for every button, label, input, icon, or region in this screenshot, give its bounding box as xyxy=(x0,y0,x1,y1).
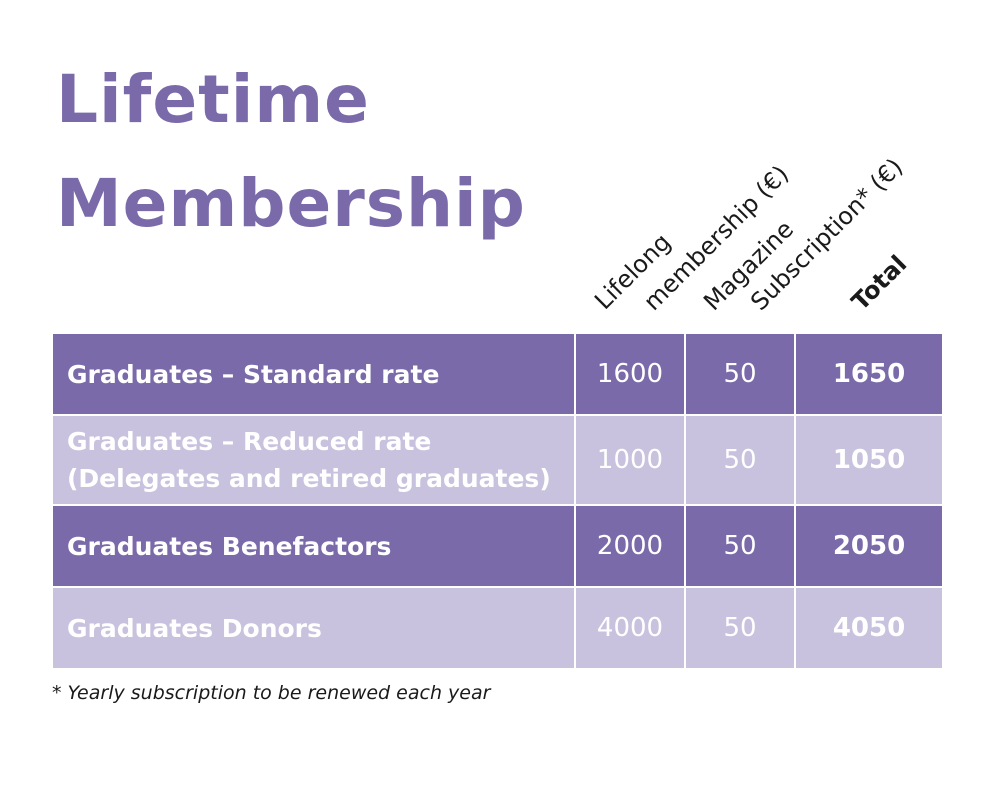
lifelong-cell: 1000 xyxy=(574,414,686,506)
row-label: Graduates – Reduced rate (Delegates and … xyxy=(51,414,576,506)
row-label-line: Graduates – Standard rate xyxy=(67,359,440,389)
membership-table: Graduates – Standard rate 1600 50 1650 G… xyxy=(51,332,944,670)
page-title: Lifetime Membership xyxy=(56,48,526,256)
total-cell: 4050 xyxy=(794,586,944,670)
total-cell: 1050 xyxy=(794,414,944,506)
total-cell: 2050 xyxy=(794,504,944,588)
magazine-cell: 50 xyxy=(684,504,796,588)
title-line-2: Membership xyxy=(56,165,526,242)
magazine-cell: 50 xyxy=(684,414,796,506)
row-label-subline: (Delegates and retired graduates) xyxy=(67,464,551,493)
footnote: * Yearly subscription to be renewed each… xyxy=(52,682,491,704)
row-label-line: Graduates Donors xyxy=(67,613,322,643)
table-row: Graduates Benefactors 2000 50 2050 xyxy=(51,504,944,588)
lifelong-cell: 1600 xyxy=(574,332,686,416)
column-header-total: Total xyxy=(846,249,913,316)
row-label: Graduates Donors xyxy=(51,586,576,670)
table-row: Graduates Donors 4000 50 4050 xyxy=(51,586,944,670)
row-label: Graduates Benefactors xyxy=(51,504,576,588)
magazine-cell: 50 xyxy=(684,586,796,670)
row-label-line: Graduates Benefactors xyxy=(67,531,392,561)
total-cell: 1650 xyxy=(794,332,944,416)
lifelong-cell: 2000 xyxy=(574,504,686,588)
title-line-1: Lifetime xyxy=(56,61,370,138)
row-label: Graduates – Standard rate xyxy=(51,332,576,416)
lifelong-cell: 4000 xyxy=(574,586,686,670)
table-row: Graduates – Reduced rate (Delegates and … xyxy=(51,414,944,506)
row-label-line: Graduates – Reduced rate xyxy=(67,427,432,456)
table-row: Graduates – Standard rate 1600 50 1650 xyxy=(51,332,944,416)
magazine-cell: 50 xyxy=(684,332,796,416)
